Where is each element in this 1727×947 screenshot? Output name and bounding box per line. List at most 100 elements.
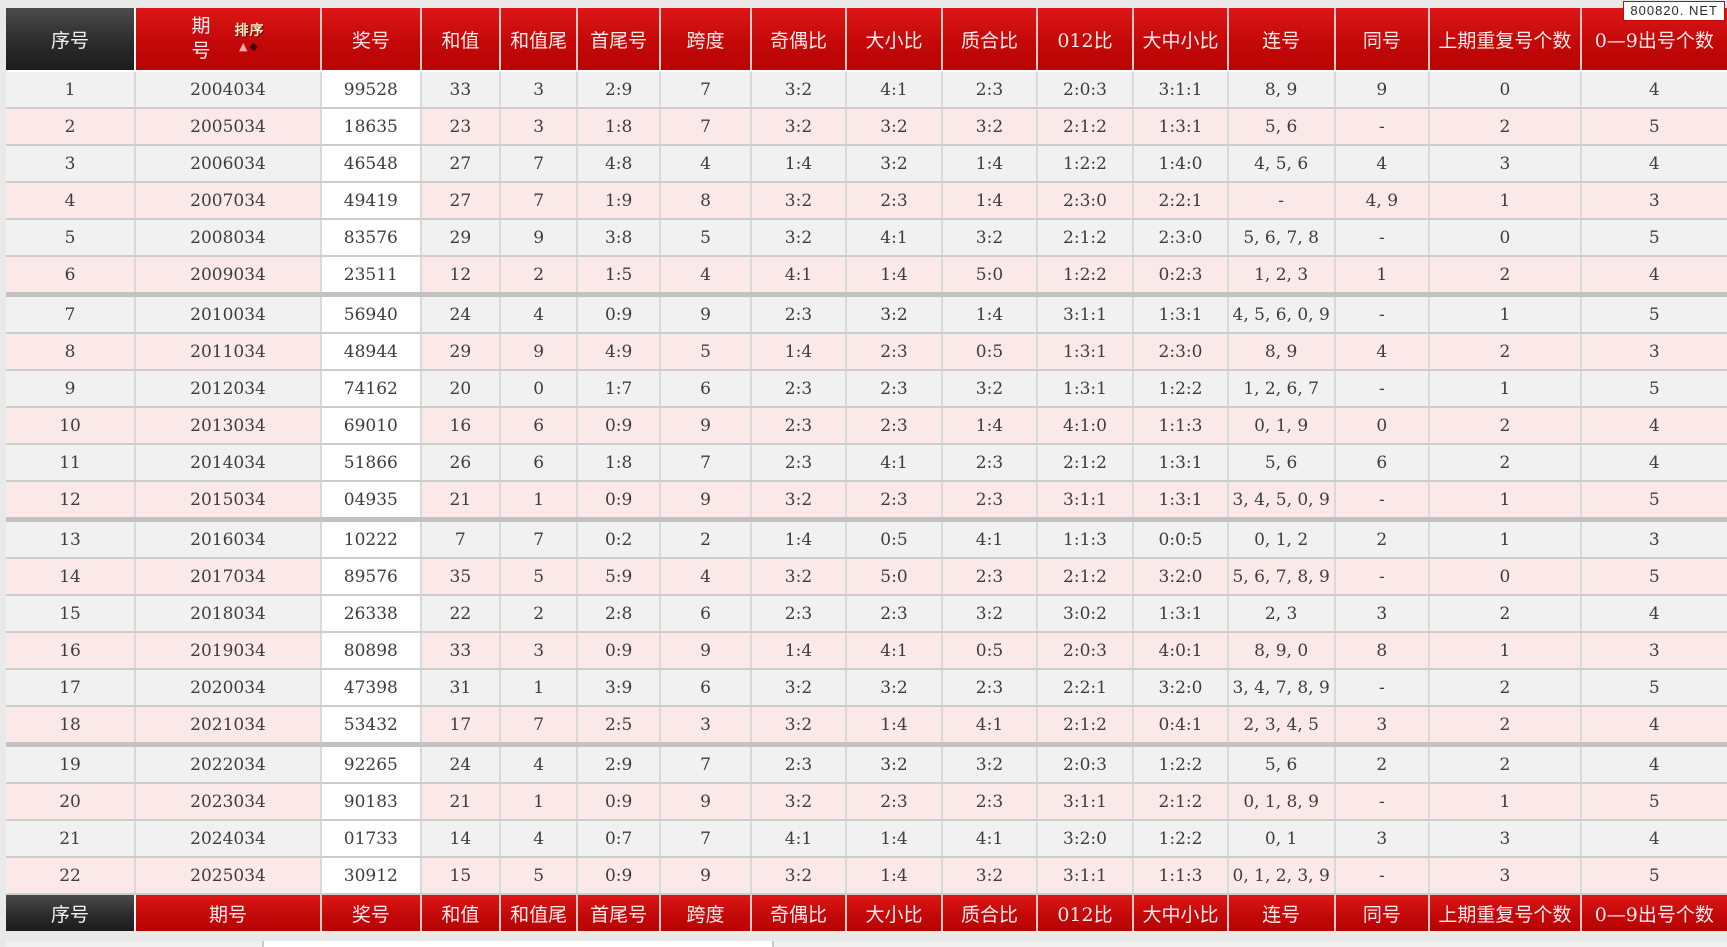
cell-daxiaobi: 3:2 — [845, 294, 944, 334]
cell-hezhi: 14 — [420, 820, 501, 858]
cell-kuadu: 2 — [659, 519, 753, 559]
cell-jioubi: 2:3 — [751, 744, 847, 784]
table-row: 14 2017034 89576 35 5 5:9 4 3:2 5:0 2:3 2:1:2 3:2:0… — [6, 558, 1727, 596]
cell-zhihebi: 0:5 — [942, 333, 1038, 371]
cell-hezhiwei: 5 — [499, 558, 579, 596]
cell-shouweihao: 2:9 — [577, 744, 661, 784]
header-shouweihao: 首尾号 — [577, 8, 661, 72]
cell-bi012: 2:1:2 — [1036, 219, 1135, 257]
cell-lianhao: 8, 9 — [1227, 333, 1336, 371]
cell-chuhao-geshu: 5 — [1580, 219, 1727, 257]
cell-shouweihao: 0:9 — [577, 407, 661, 445]
cell-tonghao: - — [1334, 108, 1431, 146]
cell-qihao: 2006034 — [135, 145, 322, 183]
cell-bi012: 2:1:2 — [1036, 444, 1135, 482]
cell-chuhao-geshu: 5 — [1580, 108, 1727, 146]
cell-shangqi-chongfu: 2 — [1429, 407, 1582, 445]
cell-tonghao: - — [1334, 558, 1431, 596]
cell-zhihebi: 1:4 — [942, 407, 1038, 445]
cell-daxiaobi: 4:1 — [845, 632, 944, 670]
cell-kuadu: 7 — [659, 820, 753, 858]
table-row: 17 2020034 47398 31 1 3:9 6 3:2 3:2 2:3 2:2:1 3:2:0… — [6, 669, 1727, 707]
sort-asc-icon[interactable]: ▲ — [239, 40, 250, 53]
cell-bi012: 2:0:3 — [1036, 632, 1135, 670]
cell-shangqi-chongfu: 3 — [1429, 145, 1582, 183]
cell-zhihebi: 2:3 — [942, 444, 1038, 482]
cell-xuhao: 3 — [6, 145, 137, 183]
cell-daxiaobi: 0:5 — [845, 519, 944, 559]
sort-label[interactable]: 排序 — [234, 23, 265, 39]
footer-shangqi-chongfu: 上期重复号个数 — [1429, 893, 1582, 931]
cell-shouweihao: 1:9 — [577, 182, 661, 220]
cell-tonghao: 4 — [1334, 333, 1431, 371]
cell-bi012: 1:3:1 — [1036, 370, 1135, 408]
sort-desc-icon[interactable]: ◆ — [249, 40, 260, 53]
cell-hezhi: 33 — [420, 71, 501, 109]
cell-daxiaobi: 4:1 — [845, 71, 944, 109]
cell-zhihebi: 3:2 — [942, 857, 1038, 895]
cell-jianghao: 56940 — [320, 294, 422, 334]
cell-dazhongxiaobi: 2:2:1 — [1133, 182, 1229, 220]
cell-tonghao: 0 — [1334, 407, 1431, 445]
cell-jioubi: 3:2 — [751, 706, 847, 747]
cell-hezhiwei: 2 — [499, 256, 579, 297]
sort-control[interactable]: 排序 ▲◆ — [234, 23, 265, 53]
footer-qihao: 期号 — [135, 893, 322, 931]
cell-chuhao-geshu: 4 — [1580, 145, 1727, 183]
table-row: 20 2023034 90183 21 1 0:9 9 3:2 2:3 2:3 3:1:1 2:1:2… — [6, 783, 1727, 821]
cell-xuhao: 14 — [6, 558, 137, 596]
cell-chuhao-geshu: 5 — [1580, 669, 1727, 707]
footer-chuhao-geshu: 0—9出号个数 — [1580, 893, 1727, 931]
cell-hezhi: 27 — [420, 145, 501, 183]
header-row: 序号期号排序 ▲◆ 奖号 和值 和值尾 首尾号 跨度 奇偶比 大小比 质合比 012比 大中小比 连号同… — [6, 8, 1727, 72]
cell-lianhao: 3, 4, 7, 8, 9 — [1227, 669, 1336, 707]
cell-jioubi: 3:2 — [751, 182, 847, 220]
cell-tonghao: 3 — [1334, 595, 1431, 633]
cell-tonghao: 9 — [1334, 71, 1431, 109]
cell-qihao: 2016034 — [135, 519, 322, 559]
cell-zhihebi: 3:2 — [942, 108, 1038, 146]
cell-chuhao-geshu: 5 — [1580, 857, 1727, 895]
cell-hezhiwei: 3 — [499, 632, 579, 670]
cell-hezhiwei: 6 — [499, 407, 579, 445]
cell-lianhao: 5, 6, 7, 8, 9 — [1227, 558, 1336, 596]
cell-bi012: 2:1:2 — [1036, 108, 1135, 146]
cell-lianhao: 1, 2, 3 — [1227, 256, 1336, 297]
cell-hezhiwei: 7 — [499, 182, 579, 220]
cell-dazhongxiaobi: 1:2:2 — [1133, 744, 1229, 784]
qihao-label: 期号 — [191, 15, 211, 62]
cell-tonghao: 3 — [1334, 820, 1431, 858]
cell-hezhi: 24 — [420, 744, 501, 784]
cell-chuhao-geshu: 3 — [1580, 182, 1727, 220]
cell-qihao: 2013034 — [135, 407, 322, 445]
sort-arrows-icon[interactable]: ▲◆ — [239, 40, 260, 53]
cell-hezhi: 7 — [420, 519, 501, 559]
cell-xuhao: 2 — [6, 108, 137, 146]
cell-shouweihao: 2:9 — [577, 71, 661, 109]
cell-hezhi: 20 — [420, 370, 501, 408]
cell-tonghao: - — [1334, 294, 1431, 334]
cell-lianhao: 0, 1, 2 — [1227, 519, 1336, 559]
cell-hezhi: 12 — [420, 256, 501, 297]
cell-hezhiwei: 1 — [499, 481, 579, 522]
cell-bi012: 2:0:3 — [1036, 71, 1135, 109]
cell-zhihebi: 2:3 — [942, 783, 1038, 821]
table-row: 18 2021034 53432 17 7 2:5 3 3:2 1:4 4:1 2:1:2 0:4:1… — [6, 706, 1727, 747]
cell-hezhiwei: 4 — [499, 744, 579, 784]
cell-lianhao: 5, 6 — [1227, 444, 1336, 482]
cell-jianghao: 90183 — [320, 783, 422, 821]
cell-dazhongxiaobi: 1:1:3 — [1133, 857, 1229, 895]
footer-hezhi: 和值 — [420, 893, 501, 931]
cell-zhihebi: 1:4 — [942, 182, 1038, 220]
cell-shangqi-chongfu: 2 — [1429, 744, 1582, 784]
cell-xuhao: 18 — [6, 706, 137, 747]
cell-dazhongxiaobi: 3:2:0 — [1133, 669, 1229, 707]
cell-lianhao: 4, 5, 6 — [1227, 145, 1336, 183]
footer-bi012: 012比 — [1036, 893, 1135, 931]
cell-tonghao: 4 — [1334, 145, 1431, 183]
footer-dazhongxiaobi: 大中小比 — [1133, 893, 1229, 931]
cell-shouweihao: 2:8 — [577, 595, 661, 633]
cell-hezhiwei: 3 — [499, 71, 579, 109]
table-row: 9 2012034 74162 20 0 1:7 6 2:3 2:3 3:2 1:3:1 1:2:2 1… — [6, 370, 1727, 408]
cell-jioubi: 3:2 — [751, 481, 847, 522]
